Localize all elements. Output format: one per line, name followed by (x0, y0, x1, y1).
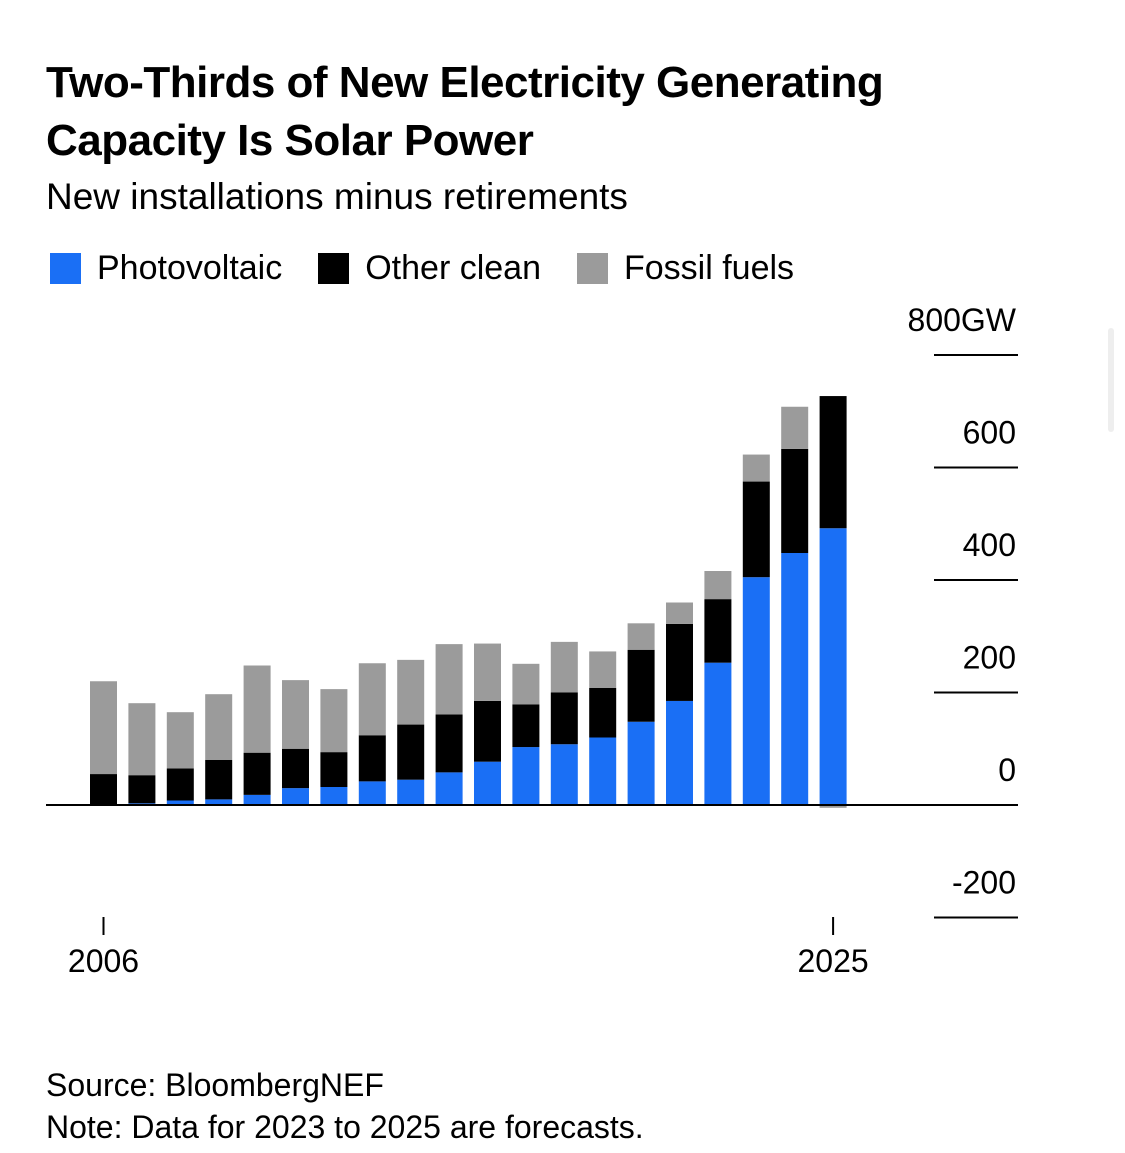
bar-photovoltaic-2017 (512, 747, 540, 805)
bar-fossil-fuels-2010 (243, 665, 271, 753)
bar-fossil-fuels-2020 (627, 623, 655, 650)
legend-item-photovoltaic: Photovoltaic (50, 248, 282, 288)
legend: Photovoltaic Other clean Fossil fuels (50, 248, 830, 288)
bar-other-clean-2009 (205, 760, 233, 800)
bar-other-clean-2017 (512, 704, 540, 748)
bar-other-clean-2015 (435, 714, 463, 773)
bar-fossil-fuels-2025 (819, 805, 847, 808)
bar-photovoltaic-2012 (320, 787, 348, 805)
legend-swatch-photovoltaic (50, 252, 81, 284)
legend-label-fossil-fuels: Fossil fuels (624, 249, 795, 287)
bar-fossil-fuels-2022 (704, 571, 732, 600)
legend-item-fossil-fuels: Fossil fuels (577, 248, 794, 288)
bar-fossil-fuels-2021 (666, 602, 693, 624)
bar-fossil-fuels-2009 (205, 694, 233, 760)
bar-photovoltaic-2021 (666, 700, 693, 805)
legend-item-other-clean: Other clean (318, 248, 541, 288)
bar-fossil-fuels-2006 (90, 681, 117, 775)
bar-other-clean-2006 (90, 774, 117, 805)
bar-photovoltaic-2010 (243, 794, 271, 805)
bar-fossil-fuels-2014 (397, 659, 425, 725)
bar-photovoltaic-2016 (474, 761, 501, 805)
y-tick-label-600: 600 (963, 415, 1016, 451)
bar-fossil-fuels-2019 (589, 651, 617, 688)
bar-photovoltaic-2015 (435, 772, 463, 805)
bar-photovoltaic-2024 (781, 553, 809, 805)
forecast-note: Note: Data for 2023 to 2025 are forecast… (46, 1109, 644, 1145)
bar-other-clean-2016 (474, 700, 501, 762)
bar-fossil-fuels-2008 (166, 712, 194, 769)
bar-other-clean-2025 (819, 396, 847, 529)
bar-photovoltaic-2018 (550, 744, 578, 805)
chart-subtitle: New installations minus retirements (46, 176, 628, 217)
y-tick-label--200: -200 (952, 865, 1016, 901)
bar-other-clean-2011 (282, 748, 309, 789)
bar-other-clean-2014 (397, 724, 425, 780)
bar-other-clean-2022 (704, 599, 732, 663)
bar-fossil-fuels-2011 (282, 680, 309, 749)
bar-photovoltaic-2009 (205, 799, 233, 805)
bar-fossil-fuels-2023 (742, 454, 770, 482)
bar-fossil-fuels-2018 (550, 641, 578, 693)
bar-photovoltaic-2019 (589, 737, 617, 805)
bar-other-clean-2019 (589, 688, 617, 738)
bar-other-clean-2012 (320, 752, 348, 787)
y-tick-label-800: 800GW (908, 302, 1017, 338)
bar-other-clean-2023 (742, 481, 770, 578)
bar-other-clean-2018 (550, 692, 578, 745)
bar-photovoltaic-2023 (742, 577, 770, 805)
source-note: Source: BloombergNEF (46, 1067, 384, 1103)
bar-fossil-fuels-2015 (435, 644, 463, 715)
bar-photovoltaic-2022 (704, 662, 732, 805)
bar-photovoltaic-2025 (819, 528, 847, 805)
bar-photovoltaic-2013 (358, 781, 386, 805)
bar-other-clean-2021 (666, 623, 693, 701)
bar-other-clean-2013 (358, 735, 386, 782)
x-tick-label-2006: 2006 (68, 943, 139, 979)
footer: Source: BloombergNEF Note: Data for 2023… (46, 1064, 644, 1148)
bar-other-clean-2008 (166, 768, 194, 801)
y-tick-label-0: 0 (998, 752, 1016, 788)
bar-photovoltaic-2011 (282, 788, 309, 805)
bar-photovoltaic-2020 (627, 721, 655, 805)
stacked-bar-chart: -200 0 200 400 600 800GW 2006 2025 (46, 302, 1018, 979)
bar-fossil-fuels-2013 (358, 663, 386, 736)
bar-other-clean-2020 (627, 649, 655, 722)
y-tick-label-400: 400 (963, 527, 1016, 563)
legend-label-other-clean: Other clean (365, 249, 541, 287)
legend-swatch-fossil-fuels (577, 252, 608, 284)
chart-title: Two-Thirds of New Electricity Generating… (46, 58, 884, 165)
scrollbar[interactable] (1108, 328, 1114, 432)
bar-other-clean-2010 (243, 752, 271, 795)
x-tick-label-2025: 2025 (798, 943, 869, 979)
bar-fossil-fuels-2024 (781, 406, 809, 449)
legend-label-photovoltaic: Photovoltaic (97, 249, 283, 287)
bar-photovoltaic-2008 (166, 800, 194, 805)
bar-photovoltaic-2014 (397, 779, 425, 805)
legend-swatch-other-clean (318, 252, 350, 284)
bar-fossil-fuels-2016 (474, 643, 501, 701)
bar-fossil-fuels-2012 (320, 689, 348, 753)
bar-other-clean-2024 (781, 448, 809, 553)
bar-fossil-fuels-2017 (512, 663, 540, 705)
bar-fossil-fuels-2007 (128, 703, 156, 776)
bar-other-clean-2007 (128, 775, 156, 804)
y-tick-label-200: 200 (963, 640, 1016, 676)
